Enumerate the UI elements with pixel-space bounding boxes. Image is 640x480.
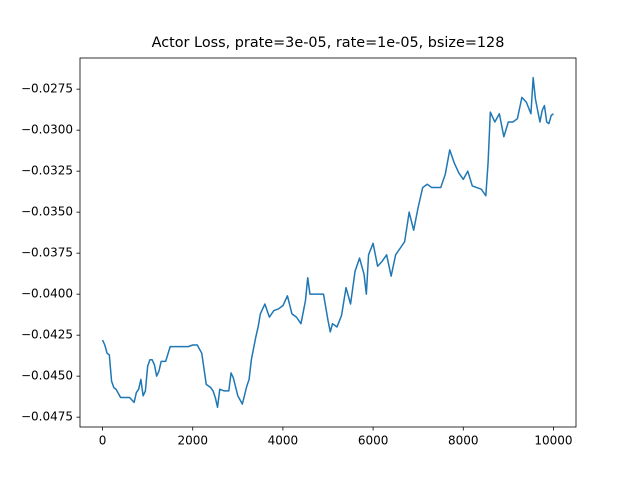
x-tick-label: 8000 <box>448 434 479 448</box>
data-line <box>101 76 554 409</box>
x-tick-label: 0 <box>99 434 107 448</box>
x-tick-label: 6000 <box>358 434 389 448</box>
x-tick-label: 2000 <box>177 434 208 448</box>
y-tick-label: −0.0300 <box>21 123 73 137</box>
y-tick-label: −0.0400 <box>21 287 73 301</box>
chart-title: Actor Loss, prate=3e-05, rate=1e-05, bsi… <box>152 35 505 51</box>
y-tick-label: −0.0475 <box>21 410 73 424</box>
y-tick-label: −0.0450 <box>21 369 73 383</box>
axes-frame <box>79 57 577 428</box>
y-tick-label: −0.0425 <box>21 328 73 342</box>
x-tick-label: 10000 <box>534 434 572 448</box>
y-tick-label: −0.0325 <box>21 164 73 178</box>
y-tick-label: −0.0375 <box>21 246 73 260</box>
y-tick-label: −0.0275 <box>21 82 73 96</box>
y-tick-label: −0.0350 <box>21 205 73 219</box>
x-tick-label: 4000 <box>268 434 299 448</box>
